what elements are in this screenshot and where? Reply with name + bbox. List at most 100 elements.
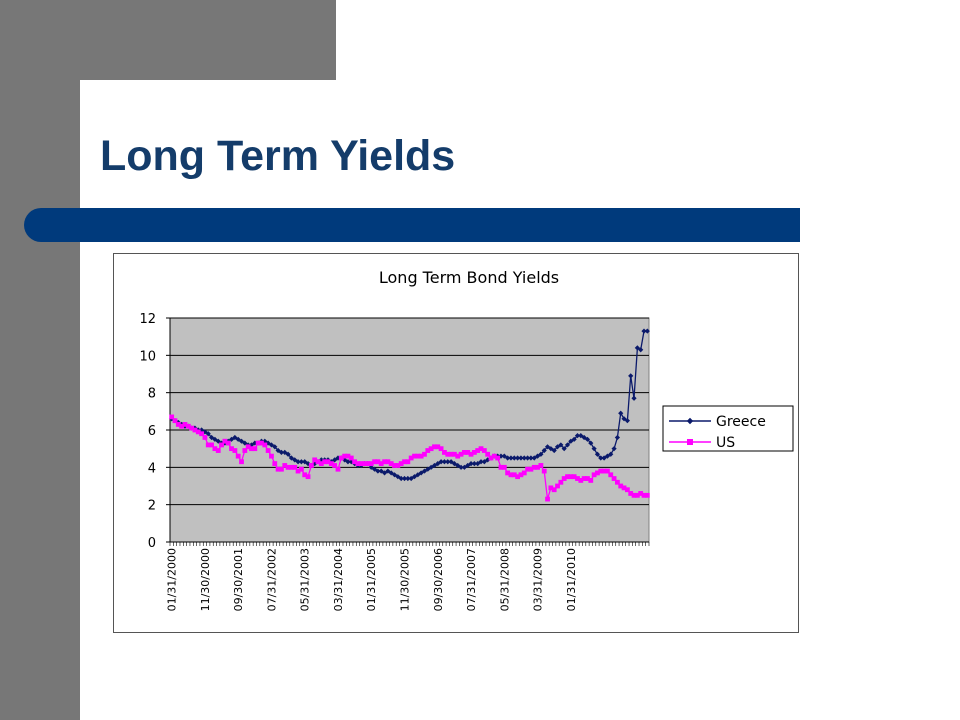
- y-tick-label: 8: [148, 387, 156, 402]
- data-point-us: [412, 453, 417, 459]
- data-point-greece: [405, 475, 411, 482]
- data-point-greece: [368, 464, 374, 470]
- data-point-greece: [634, 345, 640, 351]
- data-point-us: [295, 468, 301, 474]
- data-point-us: [481, 448, 487, 453]
- data-point-greece: [521, 455, 527, 461]
- data-point-us: [229, 446, 234, 452]
- data-point-greece: [478, 459, 484, 465]
- data-point-us: [624, 487, 630, 493]
- data-point-us: [548, 485, 554, 491]
- data-point-us: [325, 459, 331, 465]
- x-axis: 01/31/2000 11/30/2000 09/30/2001 07/31/2002…: [166, 541, 650, 611]
- data-point-us: [611, 476, 617, 481]
- data-point-greece: [242, 440, 248, 446]
- data-point-us: [442, 450, 447, 455]
- data-point-us: [644, 492, 650, 498]
- data-point-us: [478, 446, 484, 452]
- data-point-us: [425, 448, 431, 453]
- data-point-us: [179, 423, 185, 429]
- data-point-greece: [438, 459, 444, 465]
- data-point-us: [471, 450, 477, 455]
- data-point-greece: [518, 455, 524, 461]
- data-point-us: [518, 472, 524, 478]
- data-point-us: [245, 444, 251, 450]
- data-point-us: [392, 463, 397, 468]
- data-point-us: [265, 448, 271, 453]
- title-underline-bar: [24, 208, 800, 242]
- data-point-us: [541, 468, 547, 474]
- data-point-greece: [608, 451, 614, 457]
- data-point-us: [418, 453, 424, 459]
- data-point-us: [614, 479, 620, 485]
- data-point-greece: [628, 373, 634, 379]
- data-point-us: [634, 492, 640, 498]
- data-point-greece: [371, 466, 378, 472]
- data-point-greece: [398, 475, 404, 482]
- x-tick-label: 05/31/2003: [299, 548, 312, 611]
- legend: Greece US: [662, 405, 794, 452]
- data-point-us: [498, 464, 504, 470]
- data-point-us: [631, 492, 637, 498]
- data-point-us: [578, 478, 584, 483]
- data-point-greece: [465, 462, 471, 469]
- data-point-us: [385, 459, 391, 465]
- legend-label-greece: Greece: [716, 414, 766, 430]
- data-point-us: [565, 474, 570, 480]
- data-point-us: [205, 442, 211, 448]
- data-point-us: [501, 464, 507, 470]
- data-point-us: [279, 466, 284, 472]
- x-tick-label: 03/31/2009: [532, 548, 545, 611]
- data-point-greece: [631, 395, 637, 401]
- data-point-us: [598, 468, 604, 474]
- data-point-greece: [345, 459, 351, 465]
- data-point-us: [338, 455, 344, 461]
- data-point-greece: [551, 447, 557, 454]
- data-point-us: [345, 453, 351, 459]
- data-point-us: [185, 423, 191, 429]
- data-point-us: [182, 422, 188, 427]
- data-point-us: [461, 450, 467, 455]
- data-point-us: [398, 461, 404, 466]
- data-point-us: [362, 461, 367, 466]
- data-point-us: [315, 459, 321, 465]
- data-point-greece: [544, 444, 551, 450]
- x-tick-label: 09/30/2006: [432, 548, 445, 611]
- data-point-us: [289, 464, 294, 470]
- data-point-greece: [515, 455, 521, 461]
- data-point-us: [585, 476, 590, 481]
- data-point-us: [638, 491, 644, 496]
- chart-title: Long Term Bond Yields: [379, 268, 559, 287]
- x-tick-label: 07/31/2007: [465, 548, 478, 611]
- data-point-us: [395, 463, 401, 468]
- data-point-us: [525, 466, 530, 472]
- data-point-us: [531, 464, 537, 470]
- data-point-us: [515, 474, 521, 480]
- data-point-us: [485, 451, 491, 457]
- data-point-us: [628, 491, 634, 496]
- data-point-us: [199, 431, 205, 437]
- data-point-us: [521, 470, 527, 476]
- data-point-us: [202, 435, 208, 440]
- data-point-us: [535, 464, 540, 470]
- data-point-greece: [508, 455, 514, 461]
- data-point-us: [591, 472, 597, 478]
- sidebar-panel: [0, 0, 80, 720]
- y-tick-label: 6: [148, 424, 156, 439]
- data-point-greece: [431, 462, 438, 469]
- data-point-greece: [485, 457, 491, 463]
- content-corner: [80, 80, 140, 140]
- data-point-us: [355, 461, 361, 466]
- data-point-greece: [445, 459, 451, 465]
- data-point-us: [372, 459, 377, 465]
- data-point-us: [428, 446, 434, 452]
- data-point-us: [551, 487, 557, 493]
- data-point-greece: [208, 434, 215, 441]
- page-title: Long Term Yields: [100, 132, 456, 180]
- data-point-us: [365, 461, 371, 466]
- data-point-us: [452, 451, 457, 457]
- data-point-greece: [581, 434, 587, 441]
- data-point-greece: [272, 444, 278, 450]
- legend-label-us: US: [716, 435, 735, 451]
- data-point-greece: [511, 455, 517, 461]
